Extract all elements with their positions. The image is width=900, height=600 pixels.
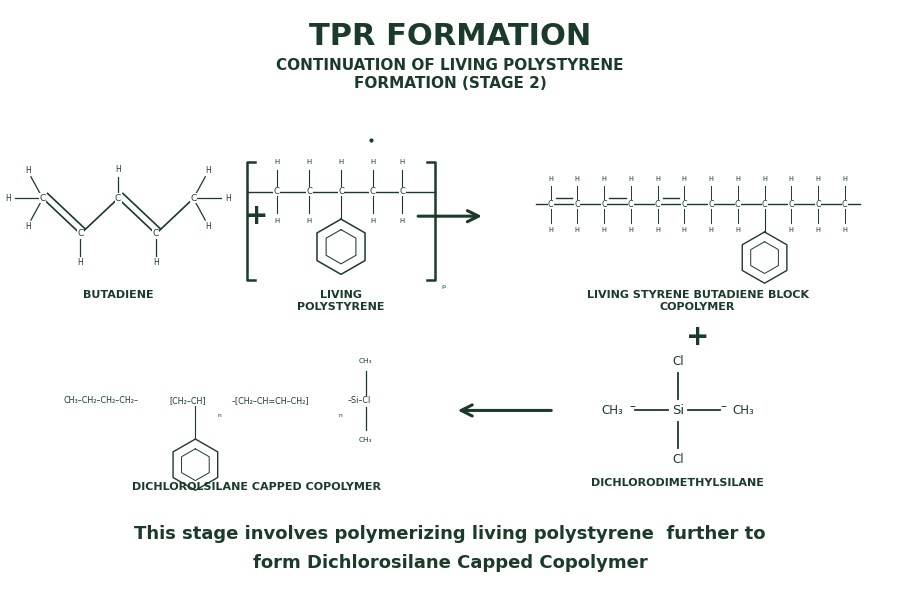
Text: n: n bbox=[217, 413, 220, 418]
Text: H: H bbox=[789, 176, 794, 182]
Text: CH₃: CH₃ bbox=[359, 437, 373, 443]
Text: –[CH₂–CH=CH–CH₂]: –[CH₂–CH=CH–CH₂] bbox=[232, 396, 310, 405]
Text: H: H bbox=[548, 176, 553, 182]
Text: C: C bbox=[548, 200, 554, 209]
Text: H: H bbox=[628, 227, 634, 233]
Text: Cl: Cl bbox=[672, 355, 684, 368]
Text: C: C bbox=[274, 187, 280, 196]
Text: H: H bbox=[548, 227, 553, 233]
Text: H: H bbox=[735, 227, 740, 233]
Text: C: C bbox=[654, 200, 661, 209]
Text: H: H bbox=[307, 218, 312, 224]
Text: H: H bbox=[338, 159, 344, 165]
Text: form Dichlorosilane Capped Copolymer: form Dichlorosilane Capped Copolymer bbox=[253, 554, 647, 572]
Text: H: H bbox=[575, 227, 580, 233]
Text: C: C bbox=[708, 200, 714, 209]
Text: H: H bbox=[274, 159, 279, 165]
Text: C: C bbox=[153, 229, 159, 238]
Text: This stage involves polymerizing living polystyrene  further to: This stage involves polymerizing living … bbox=[134, 525, 766, 543]
Text: H: H bbox=[815, 176, 821, 182]
Text: H: H bbox=[601, 176, 607, 182]
Text: C: C bbox=[761, 200, 768, 209]
Text: H: H bbox=[708, 227, 714, 233]
Text: CH₃–CH₂–CH₂–CH₂–: CH₃–CH₂–CH₂–CH₂– bbox=[64, 396, 139, 405]
Text: CH₃: CH₃ bbox=[359, 358, 373, 364]
Text: +: + bbox=[245, 202, 268, 230]
Text: H: H bbox=[370, 218, 375, 224]
Text: [CH₂–CH]: [CH₂–CH] bbox=[169, 396, 206, 405]
Text: C: C bbox=[628, 200, 634, 209]
Text: C: C bbox=[735, 200, 741, 209]
Text: C: C bbox=[788, 200, 794, 209]
Text: H: H bbox=[77, 258, 84, 267]
Text: –: – bbox=[629, 400, 635, 413]
Text: +: + bbox=[686, 323, 709, 352]
Text: H: H bbox=[575, 176, 580, 182]
Text: C: C bbox=[842, 200, 848, 209]
Text: H: H bbox=[842, 176, 847, 182]
Text: H: H bbox=[400, 159, 405, 165]
Text: CH₃: CH₃ bbox=[733, 404, 754, 417]
Text: H: H bbox=[655, 227, 660, 233]
Text: C: C bbox=[370, 187, 375, 196]
Text: H: H bbox=[115, 166, 121, 175]
Text: C: C bbox=[400, 187, 405, 196]
Text: H: H bbox=[708, 176, 714, 182]
Text: C: C bbox=[338, 187, 344, 196]
Text: H: H bbox=[205, 166, 212, 175]
Text: C: C bbox=[77, 229, 84, 238]
Text: H: H bbox=[225, 194, 231, 203]
Text: CONTINUATION OF LIVING POLYSTYRENE
FORMATION (STAGE 2): CONTINUATION OF LIVING POLYSTYRENE FORMA… bbox=[276, 58, 624, 91]
Text: TPR FORMATION: TPR FORMATION bbox=[309, 22, 591, 51]
Text: H: H bbox=[25, 166, 31, 175]
Text: H: H bbox=[655, 176, 660, 182]
Text: n: n bbox=[338, 413, 342, 418]
Text: CH₃: CH₃ bbox=[601, 404, 624, 417]
Text: C: C bbox=[190, 194, 196, 203]
Text: H: H bbox=[682, 176, 687, 182]
Text: H: H bbox=[205, 221, 212, 230]
Text: LIVING STYRENE BUTADIENE BLOCK
COPOLYMER: LIVING STYRENE BUTADIENE BLOCK COPOLYMER bbox=[587, 290, 809, 312]
Text: BUTADIENE: BUTADIENE bbox=[83, 290, 153, 300]
Text: H: H bbox=[5, 194, 11, 203]
Text: H: H bbox=[842, 227, 847, 233]
Text: C: C bbox=[306, 187, 312, 196]
Text: Si: Si bbox=[671, 404, 684, 417]
Text: –: – bbox=[721, 400, 726, 413]
Text: DICHLOROLSILANE CAPPED COPOLYMER: DICHLOROLSILANE CAPPED COPOLYMER bbox=[132, 482, 382, 493]
Text: C: C bbox=[574, 200, 580, 209]
Text: H: H bbox=[735, 176, 740, 182]
Text: C: C bbox=[681, 200, 687, 209]
Text: Cl: Cl bbox=[672, 453, 684, 466]
Text: –Si–Cl: –Si–Cl bbox=[348, 396, 371, 405]
Text: H: H bbox=[370, 159, 375, 165]
Text: DICHLORODIMETHYLSILANE: DICHLORODIMETHYLSILANE bbox=[591, 478, 764, 487]
Text: H: H bbox=[682, 227, 687, 233]
Text: H: H bbox=[274, 218, 279, 224]
Text: C: C bbox=[115, 194, 122, 203]
Text: H: H bbox=[25, 221, 31, 230]
Text: C: C bbox=[601, 200, 607, 209]
Text: H: H bbox=[628, 176, 634, 182]
Text: C: C bbox=[40, 194, 46, 203]
Text: p: p bbox=[441, 284, 446, 289]
Text: H: H bbox=[400, 218, 405, 224]
Text: H: H bbox=[153, 258, 158, 267]
Text: H: H bbox=[789, 227, 794, 233]
Text: H: H bbox=[601, 227, 607, 233]
Text: LIVING
POLYSTYRENE: LIVING POLYSTYRENE bbox=[297, 290, 385, 312]
Text: H: H bbox=[815, 227, 821, 233]
Text: C: C bbox=[815, 200, 821, 209]
Text: H: H bbox=[307, 159, 312, 165]
Text: H: H bbox=[762, 176, 767, 182]
